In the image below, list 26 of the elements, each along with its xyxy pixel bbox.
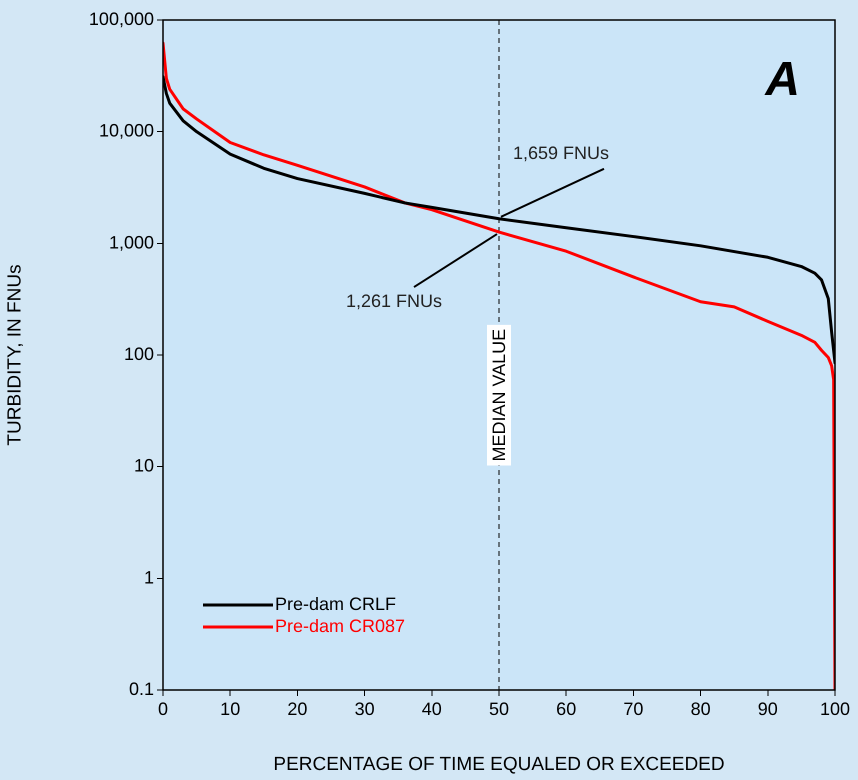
x-tick-label: 80: [690, 698, 711, 719]
legend-label: Pre-dam CRLF: [275, 594, 396, 614]
y-tick-label: 10,000: [98, 120, 154, 141]
x-tick-label: 20: [287, 698, 308, 719]
x-tick-label: 30: [354, 698, 375, 719]
x-tick-label: 40: [422, 698, 442, 719]
y-tick-label: 100,000: [88, 8, 154, 29]
y-tick-label: 100: [124, 344, 154, 364]
annotation: 1,261 FNUs: [346, 291, 442, 312]
y-axis-title: TURBIDITY, IN FNUs: [4, 264, 26, 446]
x-tick-label: 50: [488, 698, 510, 719]
x-axis-title: PERCENTAGE OF TIME EQUALED OR EXCEEDED: [273, 754, 725, 775]
annotation: A: [764, 53, 800, 106]
y-tick-label: 0.1: [128, 678, 154, 699]
y-tick-label: 1,000: [108, 232, 154, 252]
ref-line-label: MEDIAN VALUE: [488, 328, 509, 462]
x-tick-label: 90: [758, 698, 778, 719]
x-tick-label: 100: [820, 698, 850, 719]
x-tick-label: 70: [623, 698, 644, 719]
y-tick-label: 10: [134, 456, 154, 476]
annotation: 1,659 FNUs: [512, 142, 609, 163]
legend-label: Pre-dam CR087: [275, 616, 406, 636]
x-tick-label: 60: [556, 698, 576, 719]
x-tick-label: 10: [220, 698, 240, 719]
y-tick-label: 1: [144, 567, 154, 588]
x-tick-label: 0: [158, 698, 168, 719]
